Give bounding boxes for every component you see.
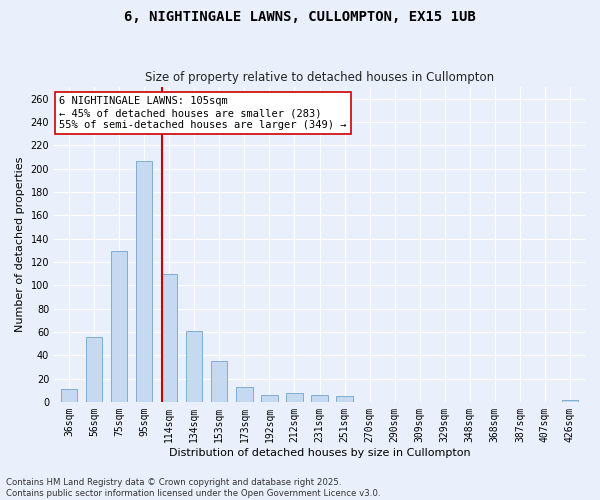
Bar bbox=[161, 274, 178, 402]
Bar bbox=[186, 330, 202, 402]
Bar bbox=[111, 252, 127, 402]
Title: Size of property relative to detached houses in Cullompton: Size of property relative to detached ho… bbox=[145, 72, 494, 85]
Bar bbox=[261, 395, 278, 402]
Bar bbox=[136, 160, 152, 402]
Bar bbox=[562, 400, 578, 402]
Bar bbox=[286, 392, 302, 402]
Text: Contains HM Land Registry data © Crown copyright and database right 2025.
Contai: Contains HM Land Registry data © Crown c… bbox=[6, 478, 380, 498]
Text: 6 NIGHTINGALE LAWNS: 105sqm
← 45% of detached houses are smaller (283)
55% of se: 6 NIGHTINGALE LAWNS: 105sqm ← 45% of det… bbox=[59, 96, 347, 130]
Y-axis label: Number of detached properties: Number of detached properties bbox=[15, 157, 25, 332]
Bar bbox=[61, 389, 77, 402]
Text: 6, NIGHTINGALE LAWNS, CULLOMPTON, EX15 1UB: 6, NIGHTINGALE LAWNS, CULLOMPTON, EX15 1… bbox=[124, 10, 476, 24]
Bar bbox=[236, 386, 253, 402]
X-axis label: Distribution of detached houses by size in Cullompton: Distribution of detached houses by size … bbox=[169, 448, 470, 458]
Bar bbox=[337, 396, 353, 402]
Bar bbox=[311, 395, 328, 402]
Bar bbox=[211, 361, 227, 402]
Bar bbox=[86, 336, 102, 402]
